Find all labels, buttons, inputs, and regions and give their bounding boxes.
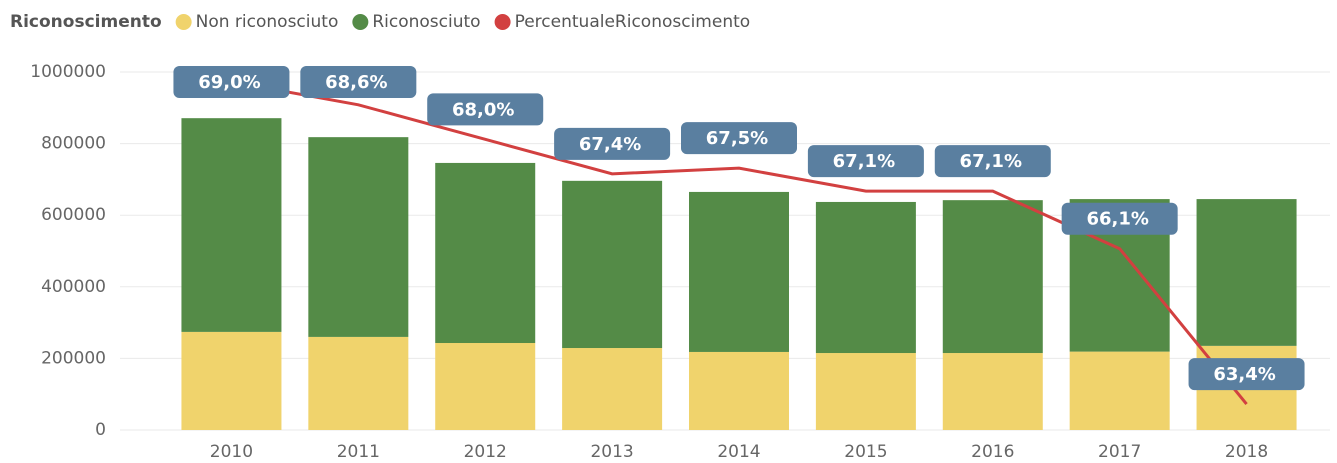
x-tick-label: 2017 bbox=[1098, 442, 1141, 462]
bar bbox=[562, 180, 663, 349]
x-tick-label: 2013 bbox=[590, 442, 633, 462]
bar bbox=[689, 191, 789, 352]
data-label: 69,0% bbox=[198, 72, 260, 93]
legend-label: Riconosciuto bbox=[372, 12, 480, 32]
data-label-box bbox=[934, 145, 1051, 178]
bar bbox=[308, 137, 409, 337]
data-label: 67,1% bbox=[960, 151, 1022, 172]
bar bbox=[1196, 199, 1297, 346]
bar bbox=[1069, 351, 1170, 430]
data-label: 66,1% bbox=[1086, 209, 1148, 230]
data-label: 68,6% bbox=[325, 72, 387, 93]
data-label-box bbox=[807, 145, 924, 178]
bar bbox=[689, 351, 789, 430]
data-label: 63,4% bbox=[1213, 364, 1275, 385]
data-label-box bbox=[300, 66, 417, 98]
data-label-box bbox=[427, 93, 544, 126]
data-label-box bbox=[1188, 358, 1305, 391]
bar bbox=[942, 353, 1043, 430]
x-tick-label: 2018 bbox=[1225, 442, 1268, 462]
x-tick-label: 2016 bbox=[971, 442, 1014, 462]
y-tick-label: 1000000 bbox=[30, 62, 106, 82]
x-tick-label: 2011 bbox=[337, 442, 380, 462]
data-label: 67,4% bbox=[579, 134, 641, 155]
data-label-group: 67,4% bbox=[554, 127, 671, 160]
legend-label: Non riconosciuto bbox=[196, 12, 339, 32]
legend-marker bbox=[352, 14, 369, 30]
data-label-group: 69,0% bbox=[173, 66, 290, 98]
data-label-group: 68,0% bbox=[427, 93, 544, 126]
data-label-group: 66,1% bbox=[1061, 202, 1178, 235]
x-tick-label: 2010 bbox=[210, 442, 253, 462]
data-label-box bbox=[554, 127, 671, 160]
data-label: 68,0% bbox=[452, 99, 514, 120]
bar bbox=[181, 331, 282, 430]
x-tick-label: 2012 bbox=[464, 442, 507, 462]
legend-marker bbox=[175, 14, 192, 30]
x-tick-label: 2015 bbox=[844, 442, 887, 462]
bar bbox=[435, 162, 536, 344]
data-label-box bbox=[681, 122, 797, 155]
legend-label: PercentualeRiconoscimento bbox=[515, 12, 751, 32]
y-tick-label: 800000 bbox=[41, 134, 106, 154]
y-tick-label: 400000 bbox=[41, 277, 106, 297]
bar bbox=[562, 348, 663, 430]
bar bbox=[815, 201, 916, 354]
legend-marker bbox=[494, 14, 511, 30]
data-label-box bbox=[173, 66, 290, 98]
y-tick-label: 0 bbox=[95, 420, 106, 440]
bar bbox=[181, 118, 282, 332]
legend-title: Riconoscimento bbox=[10, 12, 162, 32]
data-label: 67,5% bbox=[706, 128, 768, 149]
data-label-group: 67,1% bbox=[934, 145, 1051, 178]
bar bbox=[435, 343, 536, 430]
data-label-box bbox=[1061, 202, 1178, 235]
y-tick-label: 600000 bbox=[41, 205, 106, 225]
bar bbox=[815, 353, 916, 430]
x-tick-label: 2014 bbox=[717, 442, 760, 462]
data-label: 67,1% bbox=[833, 151, 895, 172]
data-label-group: 67,5% bbox=[681, 122, 797, 155]
bar bbox=[308, 336, 409, 430]
y-tick-label: 200000 bbox=[41, 348, 106, 368]
bar bbox=[942, 200, 1043, 354]
data-label-group: 63,4% bbox=[1188, 358, 1305, 391]
data-label-group: 68,6% bbox=[300, 66, 417, 98]
data-label-group: 67,1% bbox=[807, 145, 924, 178]
